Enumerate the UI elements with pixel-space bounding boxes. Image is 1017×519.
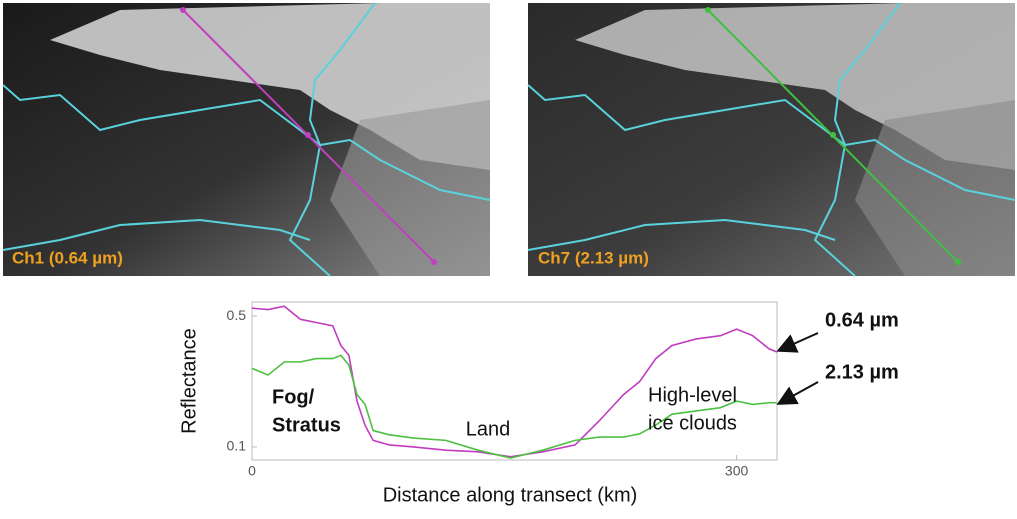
data-line	[252, 355, 777, 458]
x-axis-label: Distance along transect (km)	[383, 484, 638, 506]
annotation: High-level	[648, 384, 737, 406]
y-axis-label: Reflectance	[178, 328, 200, 434]
image-label: Ch1 (0.64 µm)	[12, 248, 123, 267]
x-tick-label: 300	[725, 463, 749, 479]
satellite-image-ch7	[528, 3, 1015, 276]
y-tick-label: 0.5	[227, 307, 247, 323]
x-tick-label: 0	[248, 463, 256, 479]
annotation: Fog/	[272, 386, 315, 408]
arrow	[780, 382, 818, 403]
series-label: 0.64 µm	[825, 309, 899, 331]
series-label: 2.13 µm	[825, 361, 899, 383]
annotation: Land	[466, 418, 511, 440]
annotation: Stratus	[272, 414, 341, 436]
satellite-image-ch1	[3, 3, 490, 276]
annotation: ice clouds	[648, 412, 737, 434]
image-label: Ch7 (2.13 µm)	[538, 248, 649, 267]
figure: Ch1 (0.64 µm) Ch7 (2.13 µm) Reflectance …	[0, 0, 1017, 514]
arrow	[780, 333, 818, 350]
y-tick-label: 0.1	[227, 438, 247, 454]
